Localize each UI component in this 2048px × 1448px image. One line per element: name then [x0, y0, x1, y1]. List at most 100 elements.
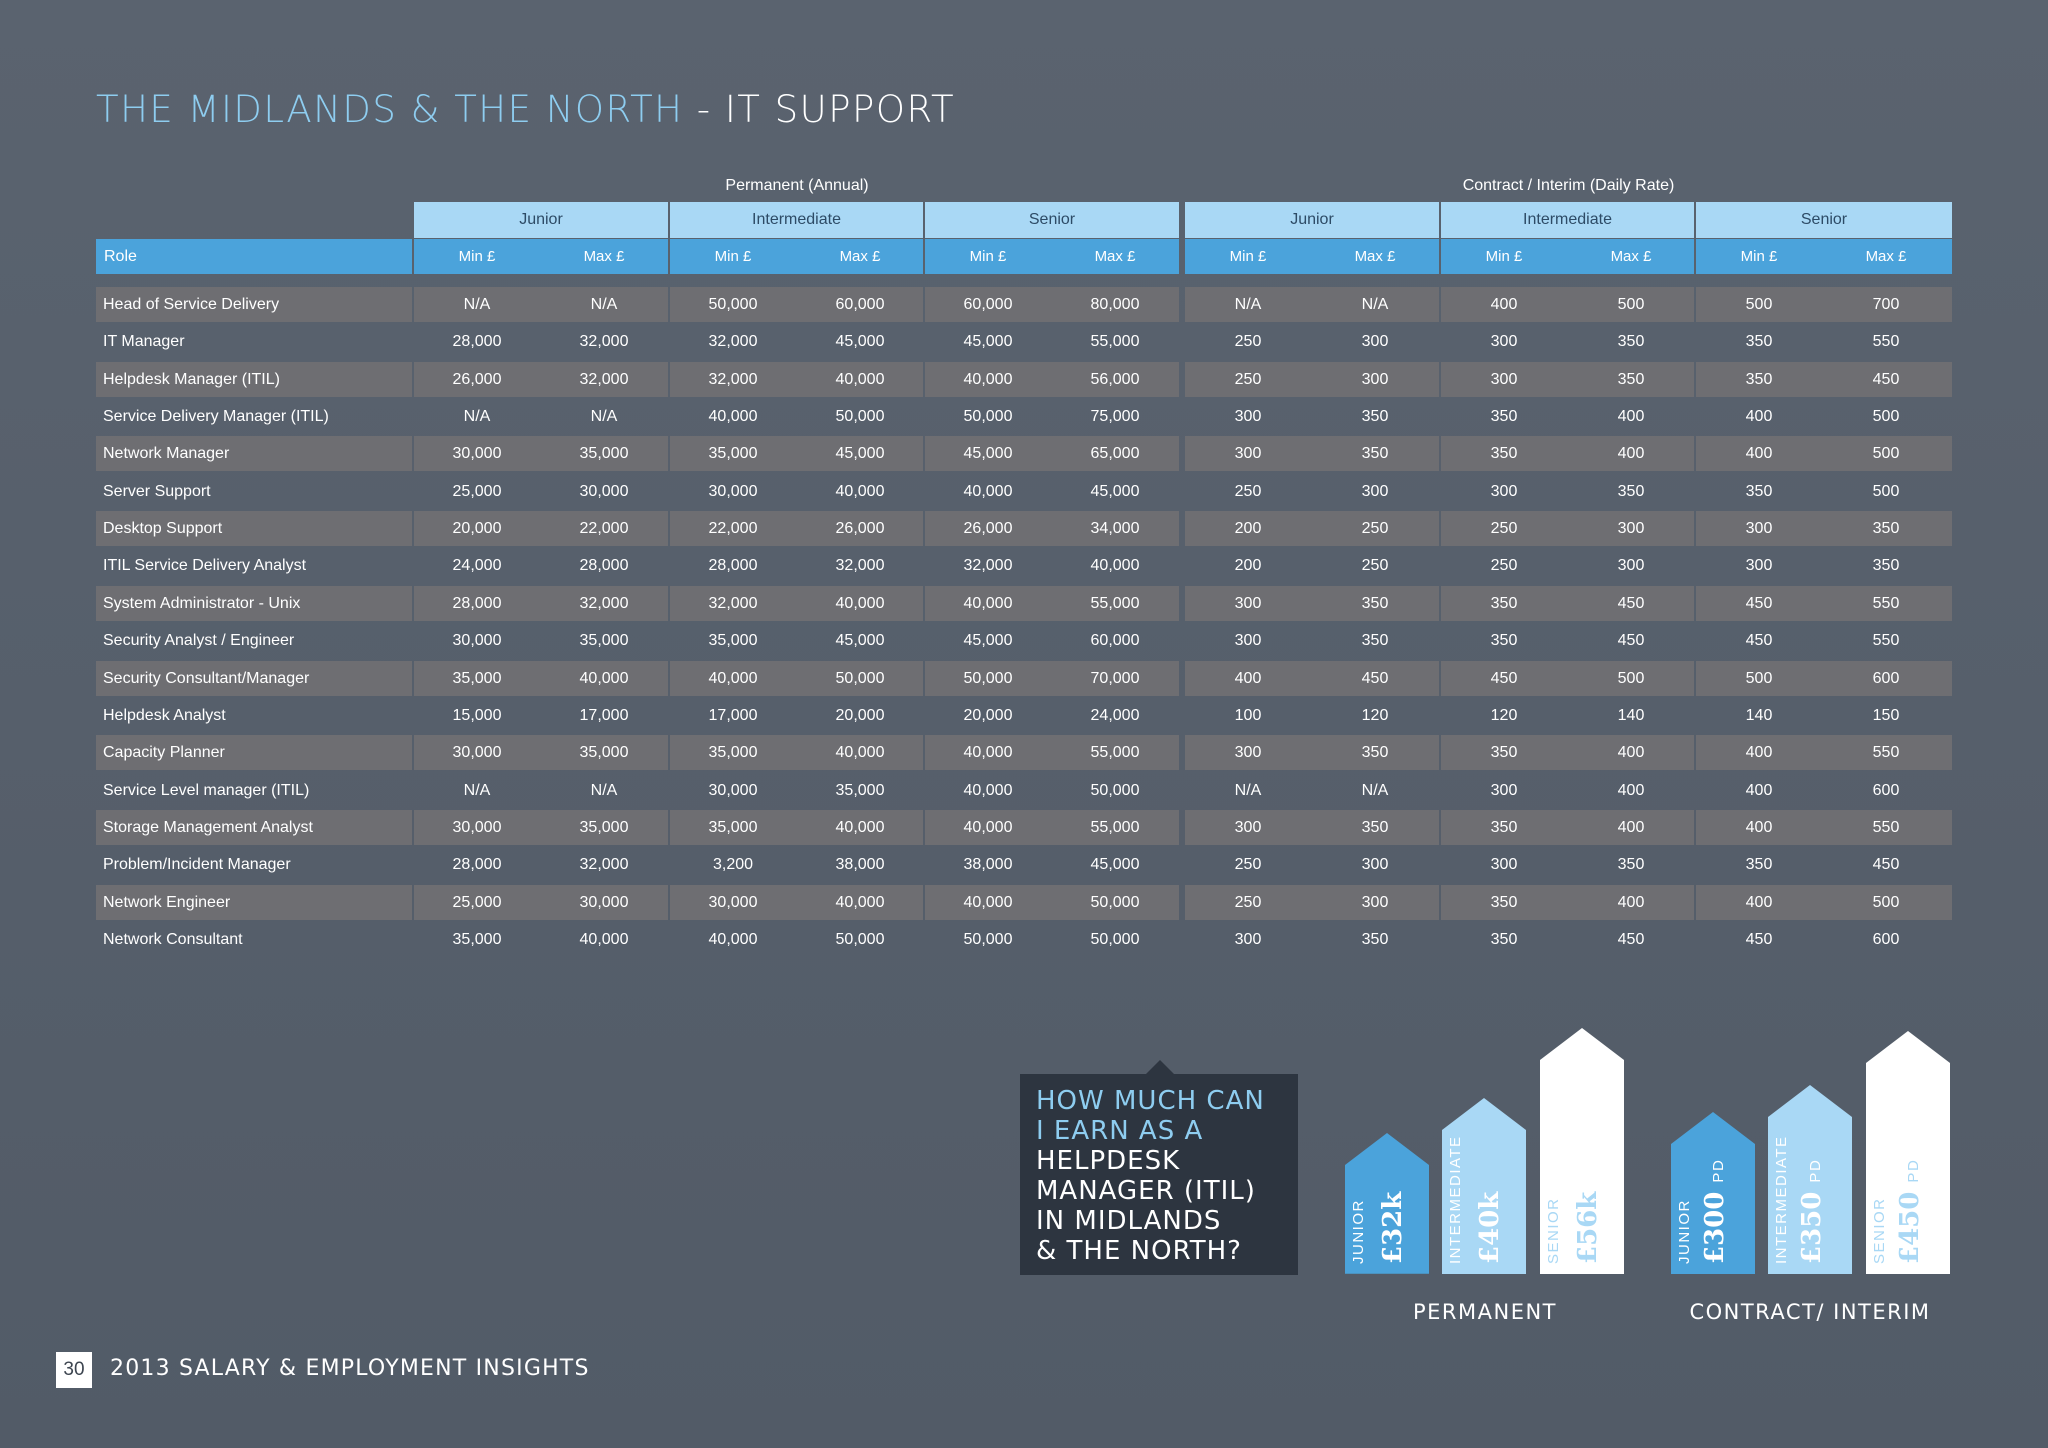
- max-label: Max £: [583, 248, 625, 265]
- permanent-house-intermediate: INTERMEDIATE £40k: [1442, 1098, 1526, 1274]
- max-label: Max £: [1610, 248, 1652, 265]
- row-band: [925, 436, 1179, 472]
- value-cell: 500: [1872, 408, 1900, 426]
- value-cell: 34,000: [1090, 520, 1140, 538]
- value-cell: 300: [1490, 856, 1518, 874]
- value-cell: 20,000: [835, 706, 885, 724]
- value-cell: 40,000: [963, 370, 1013, 388]
- value-cell: 55,000: [1090, 818, 1140, 836]
- value-cell: 400: [1617, 781, 1645, 799]
- row-band: [925, 735, 1179, 771]
- table-row: ITIL Service Delivery Analyst 24,000 28,00…: [0, 548, 2048, 583]
- value-cell: 400: [1617, 744, 1645, 762]
- value-cell: 55,000: [1090, 333, 1140, 351]
- value-cell: 450: [1617, 594, 1645, 612]
- value-cell: 500: [1617, 669, 1645, 687]
- level-header-contract-senior: Senior: [1696, 202, 1952, 238]
- value-cell: 350: [1490, 632, 1518, 650]
- value-cell: 35,000: [708, 445, 758, 463]
- role-cell: IT Manager: [103, 333, 185, 351]
- value-cell: 55,000: [1090, 594, 1140, 612]
- value-cell: 50,000: [963, 408, 1013, 426]
- row-band: [1185, 361, 1439, 397]
- value-cell: 40,000: [708, 930, 758, 948]
- row-band: [670, 361, 923, 397]
- value-cell: 32,000: [708, 594, 758, 612]
- value-cell: 400: [1745, 781, 1773, 799]
- value-cell: 22,000: [579, 520, 629, 538]
- value-cell: 40,000: [835, 818, 885, 836]
- value-cell: 28,000: [579, 557, 629, 575]
- role-cell: Storage Management Analyst: [103, 818, 313, 836]
- house-amount-suffix: PD: [1710, 1158, 1727, 1183]
- house-amount-value: £32k: [1378, 1191, 1408, 1264]
- value-cell: 350: [1745, 856, 1773, 874]
- value-cell: 350: [1361, 744, 1389, 762]
- row-band: [925, 511, 1179, 547]
- value-cell: 50,000: [835, 669, 885, 687]
- row-band: [1696, 585, 1952, 621]
- contract-caption: CONTRACT/ INTERIM: [1689, 1300, 1931, 1324]
- value-cell: 45,000: [835, 333, 885, 351]
- value-cell: 250: [1234, 856, 1262, 874]
- value-cell: 400: [1745, 818, 1773, 836]
- value-cell: 350: [1490, 818, 1518, 836]
- value-cell: 400: [1617, 893, 1645, 911]
- value-cell: 350: [1361, 445, 1389, 463]
- value-cell: 350: [1361, 930, 1389, 948]
- value-cell: 400: [1490, 296, 1518, 313]
- permanent-house-senior: SENIOR £56k: [1540, 1027, 1624, 1274]
- table-row: Network Consultant 35,000 40,000 40,000 50,0…: [0, 922, 2048, 957]
- value-cell: N/A: [590, 408, 618, 426]
- value-cell: 17,000: [579, 706, 629, 724]
- row-band: [925, 809, 1179, 845]
- value-cell: 250: [1234, 333, 1262, 351]
- max-label: Max £: [1094, 248, 1136, 265]
- value-cell: 300: [1234, 445, 1262, 463]
- table-row: Security Consultant/Manager 35,000 40,000 4…: [0, 660, 2048, 696]
- row-band: [414, 884, 668, 920]
- value-cell: 350: [1490, 744, 1518, 762]
- house-level-label: INTERMEDIATE: [1773, 1135, 1790, 1264]
- row-band: [96, 511, 412, 547]
- value-cell: 50,000: [963, 930, 1013, 948]
- value-cell: 350: [1617, 370, 1645, 388]
- row-band: [1441, 884, 1694, 920]
- role-cell: Desktop Support: [103, 520, 223, 538]
- row-band: [1185, 287, 1439, 322]
- callout-line: MANAGER (ITIL): [1036, 1176, 1256, 1206]
- level-header-contract-junior: Junior: [1185, 202, 1439, 238]
- value-cell: 300: [1234, 818, 1262, 836]
- value-cell: 40,000: [835, 893, 885, 911]
- value-cell: 17,000: [708, 706, 758, 724]
- value-cell: 30,000: [579, 482, 629, 500]
- row-band: [414, 287, 668, 322]
- value-cell: 40,000: [835, 744, 885, 762]
- table-row: Network Engineer 25,000 30,000 30,000 40,000…: [0, 884, 2048, 920]
- value-cell: 300: [1234, 930, 1262, 948]
- value-cell: 350: [1361, 818, 1389, 836]
- value-cell: 250: [1490, 520, 1518, 538]
- value-cell: 35,000: [579, 445, 629, 463]
- value-cell: 32,000: [579, 594, 629, 612]
- value-cell: 500: [1745, 669, 1773, 687]
- value-cell: 30,000: [452, 744, 502, 762]
- value-cell: 350: [1490, 594, 1518, 612]
- row-band: [1441, 436, 1694, 472]
- row-band: [96, 884, 412, 920]
- max-label: Max £: [1354, 248, 1396, 265]
- value-cell: 550: [1872, 632, 1900, 650]
- table-row: Storage Management Analyst 30,000 35,000 35…: [0, 809, 2048, 845]
- house-amount-value: £56k: [1573, 1191, 1603, 1264]
- role-cell: Service Level manager (ITIL): [103, 781, 310, 799]
- table-row: Problem/Incident Manager 28,000 32,000 3,20…: [0, 847, 2048, 882]
- value-cell: N/A: [463, 781, 491, 799]
- value-cell: 140: [1617, 706, 1645, 724]
- min-max-header: Min £ Max £: [925, 239, 1179, 274]
- value-cell: N/A: [590, 781, 618, 799]
- callout-line: HELPDESK: [1036, 1146, 1181, 1176]
- role-cell: Security Analyst / Engineer: [103, 632, 295, 650]
- value-cell: 600: [1872, 781, 1900, 799]
- value-cell: 30,000: [452, 818, 502, 836]
- value-cell: 50,000: [1090, 930, 1140, 948]
